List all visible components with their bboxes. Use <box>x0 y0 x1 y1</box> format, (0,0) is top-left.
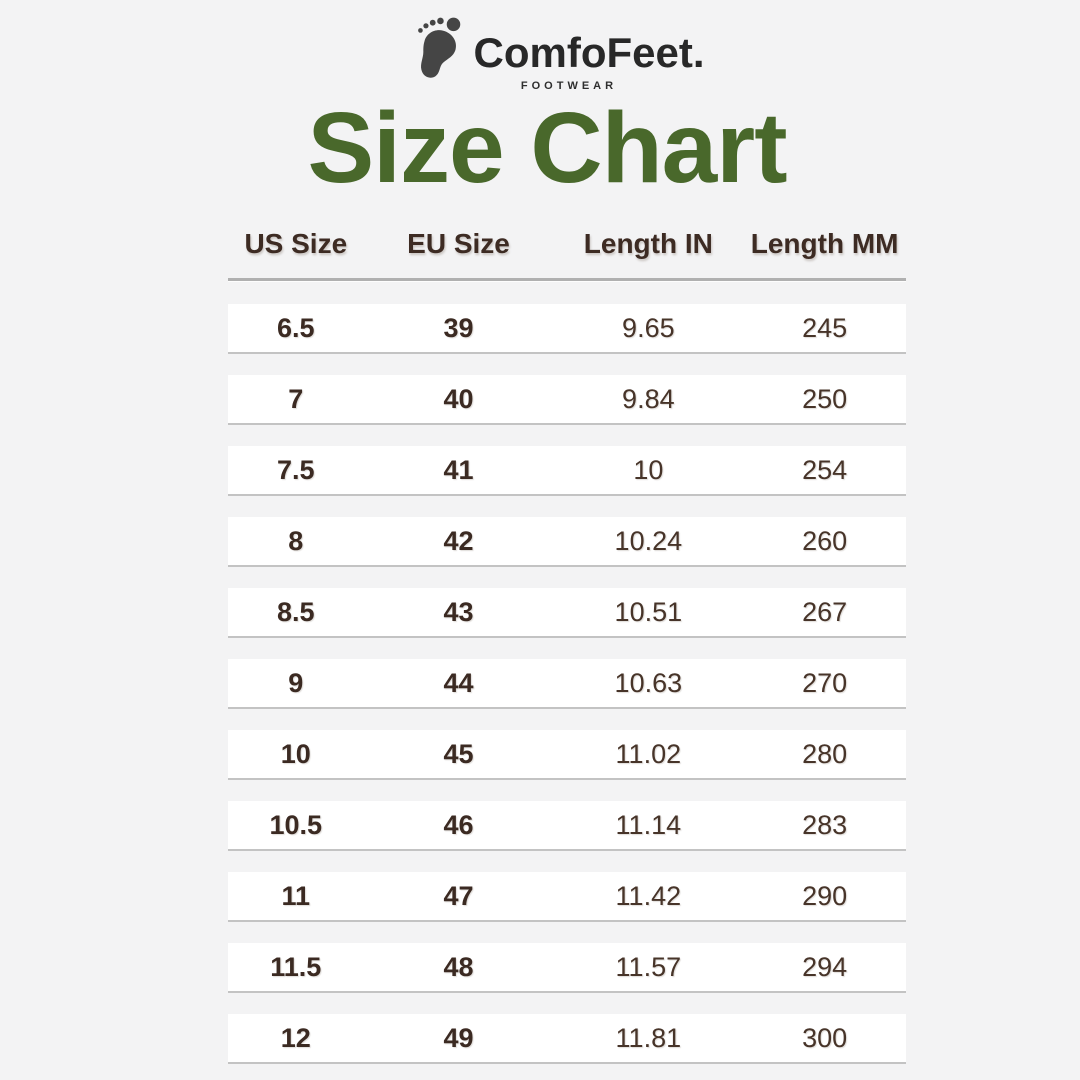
table-row: 7 40 9.84 250 <box>228 375 906 425</box>
table-row: 12 49 11.81 300 <box>228 1014 906 1064</box>
table-cell: 267 <box>802 596 848 627</box>
column-header-length-in: Length IN <box>583 228 713 259</box>
table-header-row: US Size EU Size Length IN Length MM <box>228 222 906 266</box>
table-cell: 11.5 <box>270 951 322 982</box>
table-cell: 9 <box>288 667 304 698</box>
table-cell: 7.5 <box>277 454 315 485</box>
table-cell: 49 <box>443 1022 474 1053</box>
page-title: Size Chart <box>307 92 787 204</box>
footprint-icon <box>417 17 460 78</box>
table-row: 11.5 48 11.57 294 <box>228 943 906 993</box>
table-cell: 10 <box>280 738 311 769</box>
table-cell: 7 <box>288 383 304 414</box>
table-cell: 46 <box>443 809 474 840</box>
table-cell: 9.65 <box>622 312 675 343</box>
table-cell: 11.42 <box>615 880 682 911</box>
table-cell: 260 <box>802 525 848 556</box>
table-cell: 280 <box>802 738 848 769</box>
table-cell: 39 <box>443 312 474 343</box>
table-row: 11 47 11.42 290 <box>228 872 906 922</box>
table-cell: 48 <box>443 951 474 982</box>
table-cell: 10 <box>633 454 664 485</box>
table-cell: 11.81 <box>615 1022 682 1053</box>
table-row: 8.5 43 10.51 267 <box>228 588 906 638</box>
size-table: US Size EU Size Length IN Length MM 6.5 … <box>228 222 906 1064</box>
table-cell: 40 <box>443 383 474 414</box>
column-header-eu-size: EU Size <box>407 228 510 259</box>
brand-logo: ComfoFeet. FOOTWEAR <box>34 0 1080 92</box>
table-cell: 11.14 <box>615 809 682 840</box>
table-row: 8 42 10.24 260 <box>228 517 906 567</box>
table-cell: 45 <box>443 738 474 769</box>
table-cell: 9.84 <box>622 383 675 414</box>
table-cell: 10.5 <box>269 809 323 840</box>
table-row: 6.5 39 9.65 245 <box>228 304 906 354</box>
table-row: 9 44 10.63 270 <box>228 659 906 709</box>
column-header-us-size: US Size <box>244 228 348 259</box>
table-cell: 44 <box>443 667 474 698</box>
table-row: 10 45 11.02 280 <box>228 730 906 780</box>
table-cell: 43 <box>443 596 474 627</box>
table-cell: 8.5 <box>277 596 315 627</box>
brand-tagline: FOOTWEAR <box>520 80 618 92</box>
table-row: 7.5 41 10 254 <box>228 446 906 496</box>
table-cell: 290 <box>802 880 848 911</box>
table-cell: 300 <box>802 1022 848 1053</box>
table-cell: 8 <box>288 525 304 556</box>
table-cell: 11.57 <box>615 951 682 982</box>
header-divider <box>228 278 906 281</box>
table-cell: 245 <box>802 312 848 343</box>
table-cell: 12 <box>280 1022 311 1053</box>
table-cell: 254 <box>802 454 848 485</box>
table-row: 10.5 46 11.14 283 <box>228 801 906 851</box>
table-cell: 11 <box>281 880 311 911</box>
table-cell: 10.24 <box>614 525 683 556</box>
table-cell: 41 <box>443 454 474 485</box>
table-cell: 270 <box>802 667 848 698</box>
table-cell: 250 <box>802 383 848 414</box>
table-cell: 294 <box>802 951 848 982</box>
table-cell: 42 <box>443 525 474 556</box>
column-header-length-mm: Length MM <box>750 228 899 259</box>
brand-text-block: ComfoFeet. FOOTWEAR <box>473 14 705 93</box>
table-cell: 6.5 <box>277 312 315 343</box>
table-cell: 47 <box>443 880 474 911</box>
size-table-body: 6.5 39 9.65 245 7 40 9.84 250 7.5 41 10 … <box>228 304 906 1064</box>
table-cell: 10.63 <box>614 667 683 698</box>
table-cell: 10.51 <box>614 596 683 627</box>
brand-name: ComfoFeet. <box>473 29 705 76</box>
table-cell: 283 <box>802 809 848 840</box>
table-cell: 11.02 <box>615 738 682 769</box>
